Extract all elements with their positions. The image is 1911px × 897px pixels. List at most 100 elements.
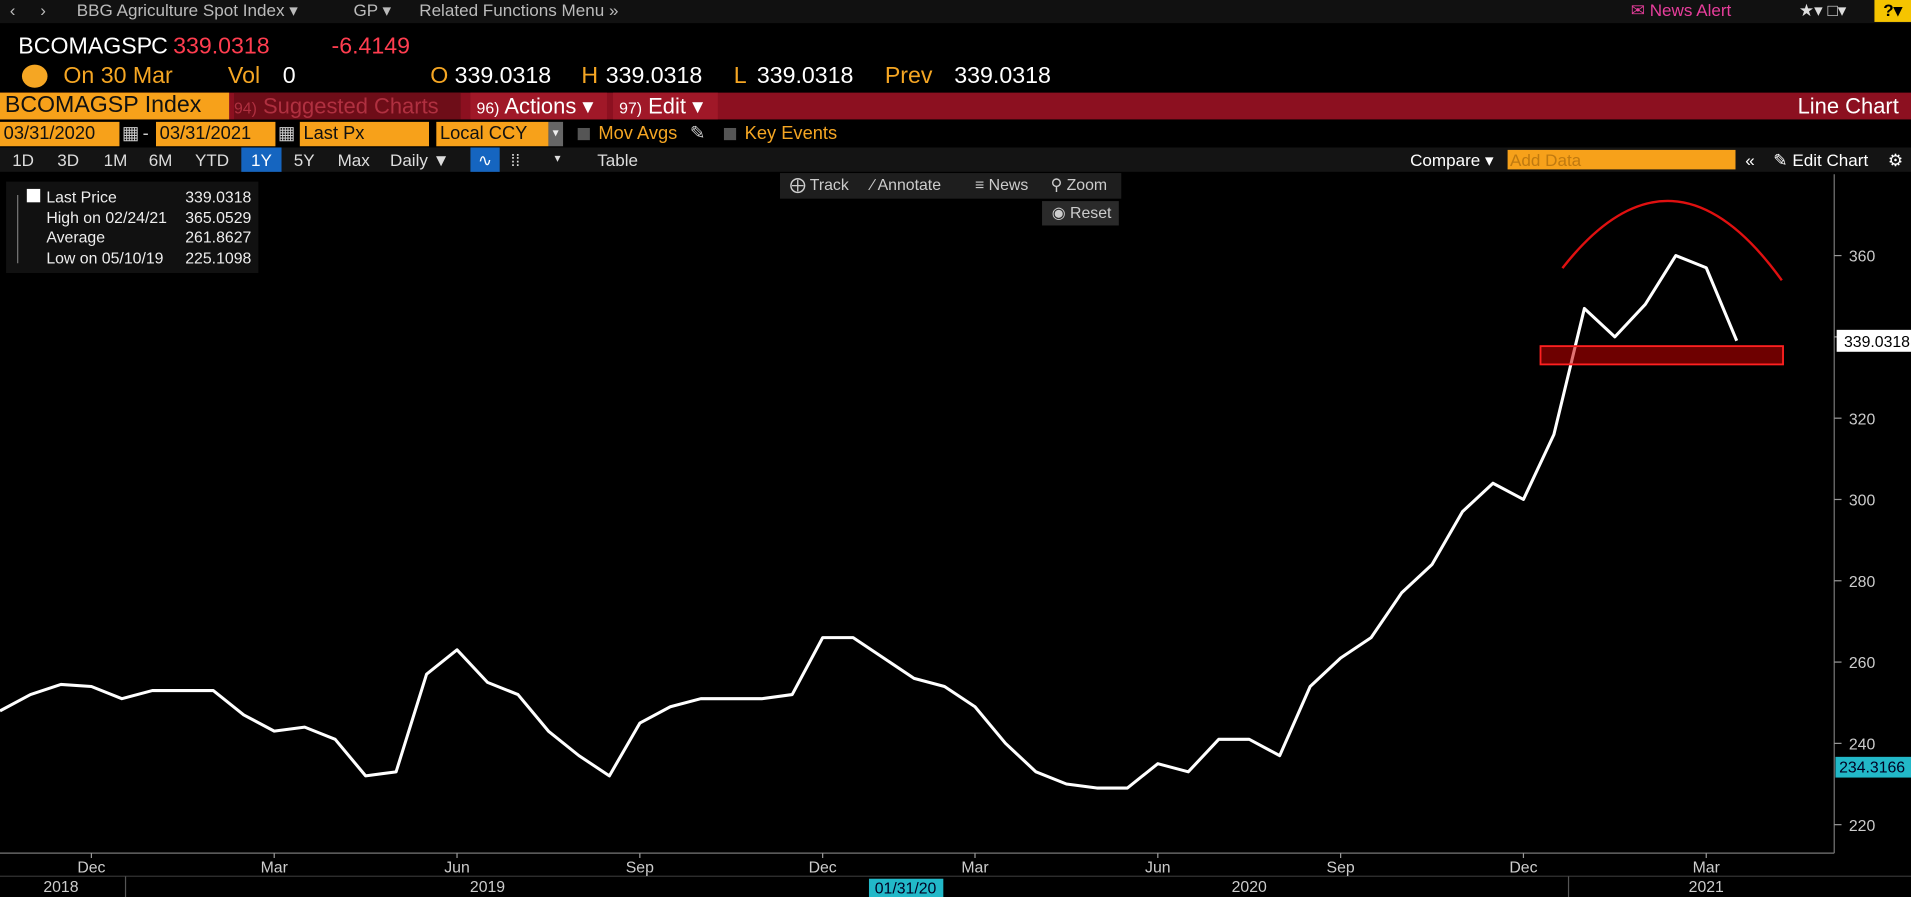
y-tick-label: 260 xyxy=(1849,655,1876,672)
legend-tree xyxy=(17,195,19,264)
tool-text: Zoom xyxy=(1066,175,1108,194)
checkbox[interactable] xyxy=(723,127,737,141)
add-data[interactable]: Add Data xyxy=(1507,149,1736,170)
pencil-icon[interactable]: ✎ xyxy=(689,123,706,144)
key-events[interactable]: Key Events xyxy=(744,123,838,144)
legend-value: 365.0529 xyxy=(185,208,252,227)
reset-text: Reset xyxy=(1070,203,1112,222)
last-value-box xyxy=(1836,329,1911,352)
tool-text: News xyxy=(988,175,1029,194)
legend-value: 261.8627 xyxy=(185,227,252,247)
tool[interactable]: ⨁ Track xyxy=(789,175,849,194)
legend-value: 225.1098 xyxy=(185,248,252,267)
legend-label: Average xyxy=(46,227,106,247)
label: Prev xyxy=(884,63,933,89)
period[interactable]: 3D xyxy=(57,149,80,170)
dash: - xyxy=(142,123,149,144)
compare[interactable]: Compare ▾ xyxy=(1410,149,1494,170)
help[interactable]: ?▾ xyxy=(1874,0,1911,22)
security-field[interactable]: BCOMAGSP Index xyxy=(0,92,230,120)
period-active[interactable]: 1Y xyxy=(241,147,282,172)
mov-avgs[interactable]: Mov Avgs xyxy=(598,123,678,144)
marker-box xyxy=(1835,756,1911,778)
field[interactable]: Last Px xyxy=(299,121,429,147)
table-button[interactable]: Table xyxy=(597,149,638,170)
period[interactable]: Max xyxy=(337,149,370,170)
period[interactable]: YTD xyxy=(195,149,230,170)
y-tick-label: 320 xyxy=(1849,411,1876,428)
collapse[interactable]: « xyxy=(1745,149,1755,170)
cursor-label: 01/31/20 xyxy=(875,880,937,897)
icons[interactable]: ★▾ □▾ xyxy=(1798,0,1847,20)
line-icon[interactable]: ∿ xyxy=(470,147,500,172)
year-label: 2019 xyxy=(470,879,505,896)
period[interactable]: 5Y xyxy=(293,149,315,170)
label: Vol xyxy=(227,63,261,89)
nav-forward[interactable]: › xyxy=(40,0,46,20)
label: C xyxy=(151,34,168,60)
menu-num: 94) xyxy=(234,98,257,117)
gp-menu[interactable]: GP ▾ xyxy=(353,0,392,20)
currency[interactable]: Local CCY xyxy=(436,121,549,147)
last-price: 339.0318 xyxy=(173,34,270,60)
last-value-label: 339.0318 xyxy=(1844,334,1910,351)
date-label: On 30 Mar xyxy=(63,63,173,89)
period[interactable]: 1D xyxy=(12,149,35,170)
actions-menu[interactable]: 96) Actions ▾ xyxy=(470,92,607,120)
tool[interactable]: ∕ Annotate xyxy=(871,175,942,194)
menu-text: Actions xyxy=(504,93,577,119)
related-menu[interactable]: Related Functions Menu » xyxy=(419,0,619,20)
candle-icon[interactable]: ⁞⁞ xyxy=(510,149,521,170)
period[interactable]: 1M xyxy=(103,149,128,170)
toolbar xyxy=(0,0,1911,24)
x-tick-label: Mar xyxy=(961,860,989,877)
clock-icon xyxy=(21,64,48,88)
x-tick-label: Mar xyxy=(261,860,289,877)
high: 339.0318 xyxy=(605,63,703,89)
volume: 0 xyxy=(282,63,296,89)
prev: 339.0318 xyxy=(954,63,1051,89)
calendar-icon[interactable]: ▦ xyxy=(121,123,140,144)
legend-value: 339.0318 xyxy=(185,187,252,206)
calendar-icon[interactable]: ▦ xyxy=(277,123,296,144)
frequency[interactable]: Daily ▼ xyxy=(390,149,450,170)
compare-text: Compare xyxy=(1410,149,1481,170)
x-tick-label: Jun xyxy=(1145,860,1171,877)
y-tick-label: 280 xyxy=(1849,574,1876,591)
frequency-text: Daily xyxy=(390,149,428,170)
y-tick-label: 300 xyxy=(1849,493,1876,510)
x-tick-label: Sep xyxy=(626,860,654,877)
cursor-label-box xyxy=(868,878,944,897)
tool[interactable]: ⚲ Zoom xyxy=(1050,175,1108,194)
price-line xyxy=(0,254,1739,790)
marker-label: 234.3166 xyxy=(1839,760,1905,777)
checkbox[interactable] xyxy=(577,127,590,141)
start-date[interactable]: 03/31/2020 xyxy=(0,121,120,147)
menu-num: 97) xyxy=(619,98,643,117)
label: O xyxy=(430,63,449,89)
news-alert[interactable]: ✉ News Alert xyxy=(1630,0,1732,20)
dropdown[interactable]: ▾ xyxy=(548,121,564,147)
label: H xyxy=(581,63,599,89)
settings[interactable]: ⚙ xyxy=(1887,149,1904,170)
nav-back[interactable]: ‹ xyxy=(9,0,16,20)
period[interactable]: 6M xyxy=(148,149,173,170)
dropdown[interactable]: ▾ xyxy=(554,152,561,166)
menu-text: BBG Agriculture Spot Index xyxy=(76,0,285,20)
edit-menu[interactable]: 97) Edit ▾ xyxy=(613,92,718,120)
x-tick-label: Sep xyxy=(1327,860,1355,877)
chart-type: Line Chart xyxy=(1797,93,1899,119)
tool[interactable]: ≡ News xyxy=(975,175,1029,194)
tool-text: Annotate xyxy=(877,175,942,194)
security-menu[interactable]: BBG Agriculture Spot Index ▾ xyxy=(76,0,298,20)
menu-text: Suggested Charts xyxy=(263,93,439,119)
edit-chart[interactable]: ✎ Edit Chart xyxy=(1773,149,1869,170)
end-date[interactable]: 03/31/2021 xyxy=(156,121,276,147)
news-alert-text: News Alert xyxy=(1649,0,1732,20)
annotation-arc xyxy=(1561,199,1783,282)
change: -6.4149 xyxy=(331,34,411,60)
suggested-charts[interactable]: 94) Suggested Charts xyxy=(234,92,461,120)
reset[interactable]: ◉ Reset xyxy=(1042,201,1119,226)
